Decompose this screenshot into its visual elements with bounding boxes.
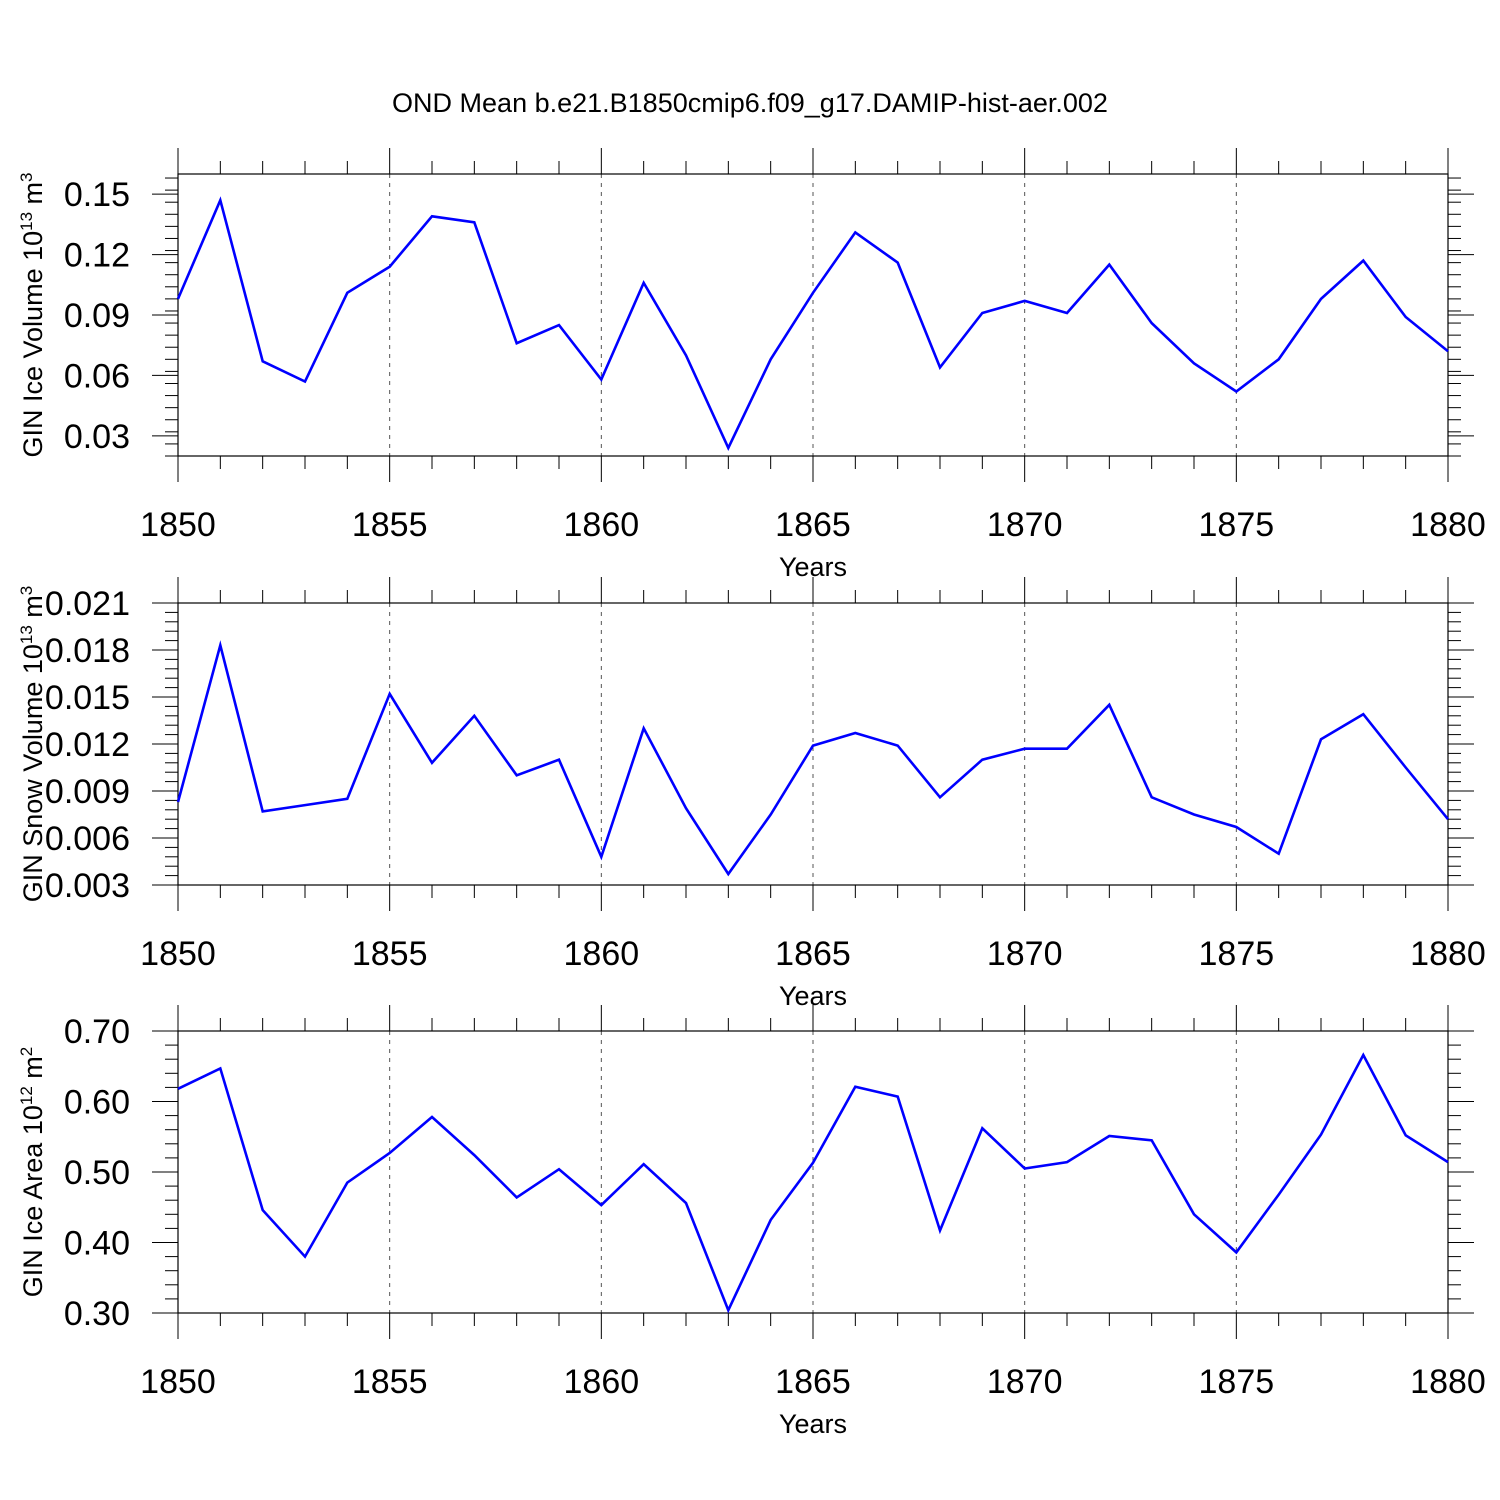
x-tick-label: 1875 <box>1199 1363 1275 1401</box>
x-tick-label: 1850 <box>140 935 216 973</box>
chart-panel-3: 0.30 0.40 0.50 0.60 0.70 1850 1855 1860 1865 1870… <box>17 1005 1486 1439</box>
y-axis-label-part: m <box>18 182 48 212</box>
series-line-1 <box>176 196 1449 451</box>
x-tick-label: 1860 <box>564 506 640 544</box>
y-axis-label-part: GIN Ice Area 10 <box>18 1105 48 1297</box>
x-tick-label: 1875 <box>1199 506 1275 544</box>
y-axis-label-sup: 2 <box>17 1047 36 1056</box>
y-tick-label: 0.30 <box>64 1295 130 1333</box>
x-tick-label: 1865 <box>775 1363 851 1401</box>
y-tick-label: 0.60 <box>64 1084 130 1122</box>
figure-title: OND Mean b.e21.B1850cmip6.f09_g17.DAMIP-… <box>392 88 1108 118</box>
y-tick-label: 0.018 <box>45 632 130 670</box>
y-tick-label: 0.70 <box>64 1013 130 1051</box>
x-tick-label: 1880 <box>1410 935 1486 973</box>
y-axis-label: GIN Ice Area 1012 m2 <box>17 1047 48 1298</box>
y-axis-label-sup: 12 <box>17 1086 36 1105</box>
y-axis-label-sup: 3 <box>17 172 36 181</box>
chart-panel-2: 0.003 0.006 0.009 0.012 0.015 0.018 0.021 1850 1… <box>17 577 1486 1011</box>
y-tick-label: 0.012 <box>45 726 130 764</box>
series-line-1 <box>177 1052 1449 1314</box>
y-tick-label: 0.006 <box>45 820 130 858</box>
y-axis-label-part: m <box>18 595 48 625</box>
x-tick-label: 1860 <box>564 935 640 973</box>
x-tick-label: 1875 <box>1199 935 1275 973</box>
y-tick-label: 0.40 <box>64 1225 130 1263</box>
y-axis-label: GIN Ice Volume 1013 m3 <box>17 172 48 457</box>
y-axis-label-part: m <box>18 1056 48 1086</box>
y-axis-label-sup: 13 <box>17 625 36 644</box>
y-tick-label: 0.021 <box>45 585 130 623</box>
x-tick-label: 1850 <box>140 506 216 544</box>
series-line-1 <box>176 640 1450 877</box>
y-tick-label: 0.50 <box>64 1154 130 1192</box>
y-tick-label: 0.09 <box>64 297 130 335</box>
x-tick-label: 1860 <box>564 1363 640 1401</box>
panels: 0.03 0.06 0.09 0.12 0.15 1850 1855 1860 1865 1870… <box>17 148 1486 1439</box>
x-tick-label: 1880 <box>1410 1363 1486 1401</box>
y-axis-label-sup: 3 <box>17 586 36 595</box>
y-tick-label: 0.06 <box>64 357 130 395</box>
x-tick-label: 1850 <box>140 1363 216 1401</box>
x-tick-label: 1880 <box>1410 506 1486 544</box>
y-axis-label-part: GIN Ice Volume 10 <box>18 231 48 458</box>
x-tick-label: 1865 <box>775 506 851 544</box>
x-tick-label: 1870 <box>987 935 1063 973</box>
y-tick-label: 0.12 <box>64 237 130 275</box>
x-tick-label: 1855 <box>352 506 428 544</box>
chart-panel-1: 0.03 0.06 0.09 0.12 0.15 1850 1855 1860 1865 1870… <box>17 148 1486 582</box>
y-tick-label: 0.015 <box>45 679 130 717</box>
y-axis-label-part: GIN Snow Volume 10 <box>18 644 48 902</box>
x-tick-label: 1870 <box>987 1363 1063 1401</box>
x-tick-label: 1855 <box>352 935 428 973</box>
y-tick-label: 0.15 <box>64 176 130 214</box>
x-tick-label: 1855 <box>352 1363 428 1401</box>
y-tick-label: 0.009 <box>45 773 130 811</box>
x-tick-label: 1870 <box>987 506 1063 544</box>
x-tick-label: 1865 <box>775 935 851 973</box>
x-axis-label: Years <box>779 1409 847 1439</box>
y-axis-label: GIN Snow Volume 1013 m3 <box>17 586 48 903</box>
y-tick-label: 0.003 <box>45 867 130 905</box>
y-tick-label: 0.03 <box>64 418 130 456</box>
y-axis-label-sup: 13 <box>17 212 36 231</box>
